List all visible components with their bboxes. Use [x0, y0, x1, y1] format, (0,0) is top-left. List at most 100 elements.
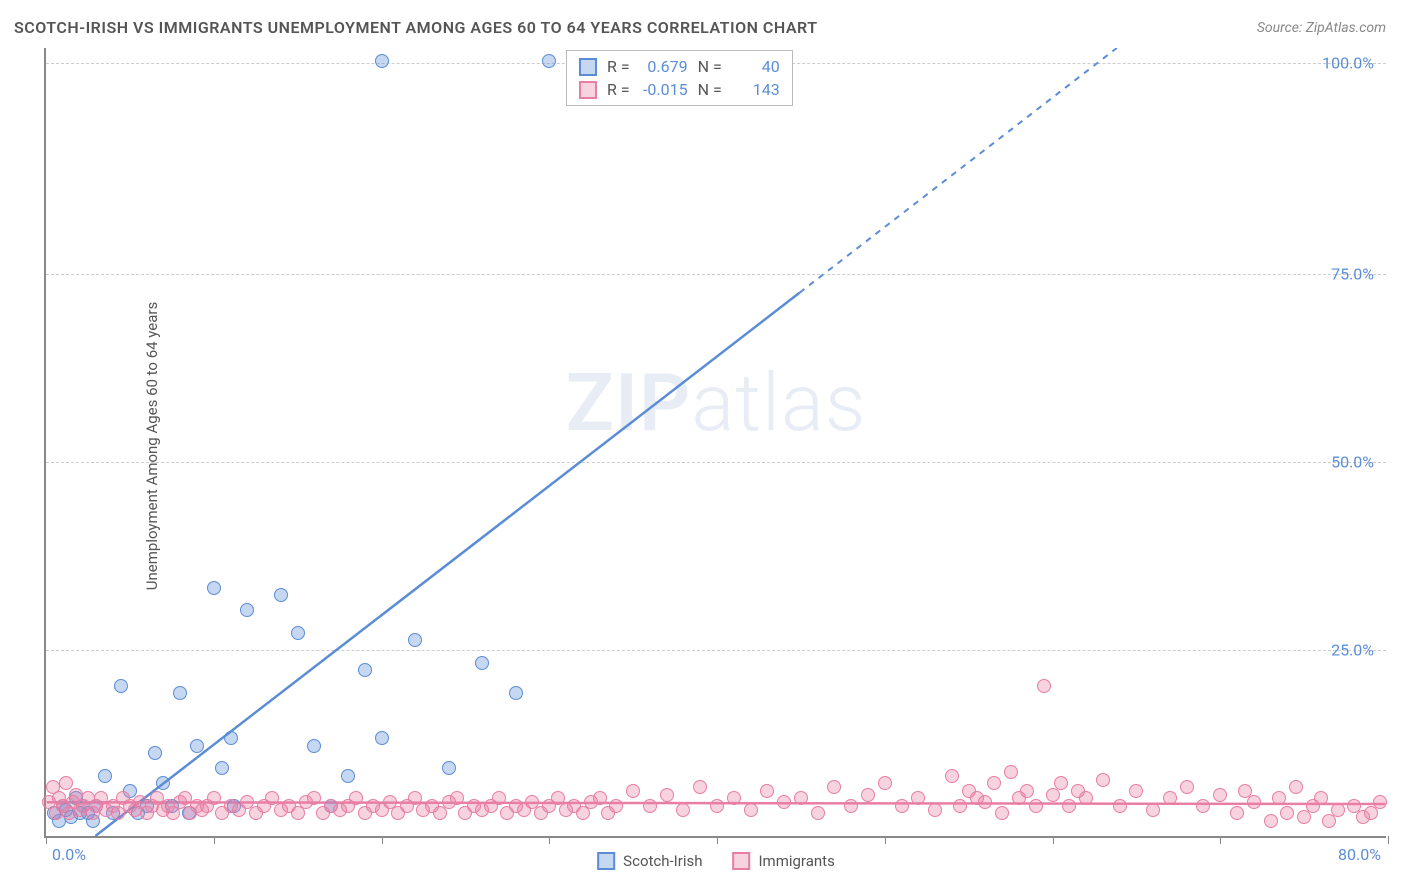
data-point — [1196, 799, 1210, 813]
data-point — [1062, 799, 1076, 813]
stats-swatch-0 — [579, 58, 597, 76]
x-tick — [1053, 836, 1054, 844]
data-point — [1163, 791, 1177, 805]
data-point — [693, 780, 707, 794]
data-point — [593, 791, 607, 805]
legend-swatch-1 — [732, 852, 750, 870]
data-point — [98, 769, 112, 783]
data-point — [1280, 806, 1294, 820]
data-point — [1314, 791, 1328, 805]
data-point — [811, 806, 825, 820]
data-point — [1146, 803, 1160, 817]
data-point — [358, 663, 372, 677]
data-point — [307, 739, 321, 753]
stats-r-label-0: R = — [607, 57, 630, 76]
data-point — [1096, 773, 1110, 787]
data-point — [215, 761, 229, 775]
data-point — [450, 791, 464, 805]
data-point — [1029, 799, 1043, 813]
data-point — [1020, 784, 1034, 798]
data-point — [1079, 791, 1093, 805]
stats-row-series-0: R = 0.679 N = 40 — [579, 55, 780, 78]
data-point — [1230, 806, 1244, 820]
legend-label-1: Immigrants — [758, 852, 834, 870]
data-point — [760, 784, 774, 798]
data-point — [1129, 784, 1143, 798]
x-tick — [717, 836, 718, 844]
chart-title: SCOTCH-IRISH VS IMMIGRANTS UNEMPLOYMENT … — [14, 18, 818, 37]
data-point — [156, 776, 170, 790]
data-point — [408, 633, 422, 647]
data-point — [660, 788, 674, 802]
y-tick-label: 75.0% — [1331, 264, 1374, 283]
watermark: ZIPatlas — [566, 356, 867, 450]
y-tick-label: 25.0% — [1331, 640, 1374, 659]
stats-n-value-1: 143 — [732, 80, 780, 99]
gridline — [46, 650, 1386, 651]
x-tick — [46, 836, 47, 844]
x-tick — [549, 836, 550, 844]
legend-item-0: Scotch-Irish — [597, 852, 702, 870]
chart-container: SCOTCH-IRISH VS IMMIGRANTS UNEMPLOYMENT … — [0, 0, 1406, 892]
data-point — [1004, 765, 1018, 779]
data-point — [224, 731, 238, 745]
legend-item-1: Immigrants — [732, 852, 834, 870]
gridline — [46, 274, 1386, 275]
data-point — [207, 791, 221, 805]
stats-r-label-1: R = — [607, 80, 630, 99]
stats-box: R = 0.679 N = 40 R = -0.015 N = 143 — [566, 50, 793, 106]
data-point — [207, 581, 221, 595]
legend: Scotch-Irish Immigrants — [597, 852, 835, 870]
data-point — [1054, 776, 1068, 790]
data-point — [911, 791, 925, 805]
data-point — [542, 54, 556, 68]
data-point — [341, 769, 355, 783]
plot-area: ZIPatlas R = 0.679 N = 40 R = -0.015 N =… — [44, 48, 1386, 838]
data-point — [878, 776, 892, 790]
source-attribution: Source: ZipAtlas.com — [1257, 20, 1386, 36]
data-point — [710, 799, 724, 813]
watermark-bold: ZIP — [566, 356, 692, 450]
data-point — [895, 799, 909, 813]
data-point — [307, 791, 321, 805]
x-tick-label: 80.0% — [1338, 845, 1381, 864]
x-tick — [1388, 836, 1389, 844]
data-point — [442, 761, 456, 775]
data-point — [375, 54, 389, 68]
data-point — [1264, 814, 1278, 828]
data-point — [492, 791, 506, 805]
data-point — [1180, 780, 1194, 794]
stats-row-series-1: R = -0.015 N = 143 — [579, 78, 780, 101]
stats-n-label-1: N = — [698, 80, 722, 99]
data-point — [844, 799, 858, 813]
data-point — [375, 731, 389, 745]
data-point — [626, 784, 640, 798]
data-point — [1247, 795, 1261, 809]
data-point — [987, 776, 1001, 790]
y-tick-label: 50.0% — [1331, 452, 1374, 471]
stats-r-value-1: -0.015 — [640, 80, 688, 99]
x-tick — [382, 836, 383, 844]
data-point — [291, 626, 305, 640]
x-tick-label: 0.0% — [52, 845, 86, 864]
data-point — [173, 686, 187, 700]
data-point — [953, 799, 967, 813]
data-point — [148, 746, 162, 760]
stats-r-value-0: 0.679 — [640, 57, 688, 76]
data-point — [1037, 679, 1051, 693]
data-point — [1272, 791, 1286, 805]
data-point — [1331, 803, 1345, 817]
data-point — [349, 791, 363, 805]
data-point — [777, 795, 791, 809]
data-point — [643, 799, 657, 813]
stats-n-label-0: N = — [698, 57, 722, 76]
data-point — [190, 739, 204, 753]
data-point — [995, 806, 1009, 820]
data-point — [1113, 799, 1127, 813]
data-point — [475, 656, 489, 670]
data-point — [928, 803, 942, 817]
x-tick — [1220, 836, 1221, 844]
data-point — [794, 791, 808, 805]
data-point — [676, 803, 690, 817]
data-point — [114, 679, 128, 693]
